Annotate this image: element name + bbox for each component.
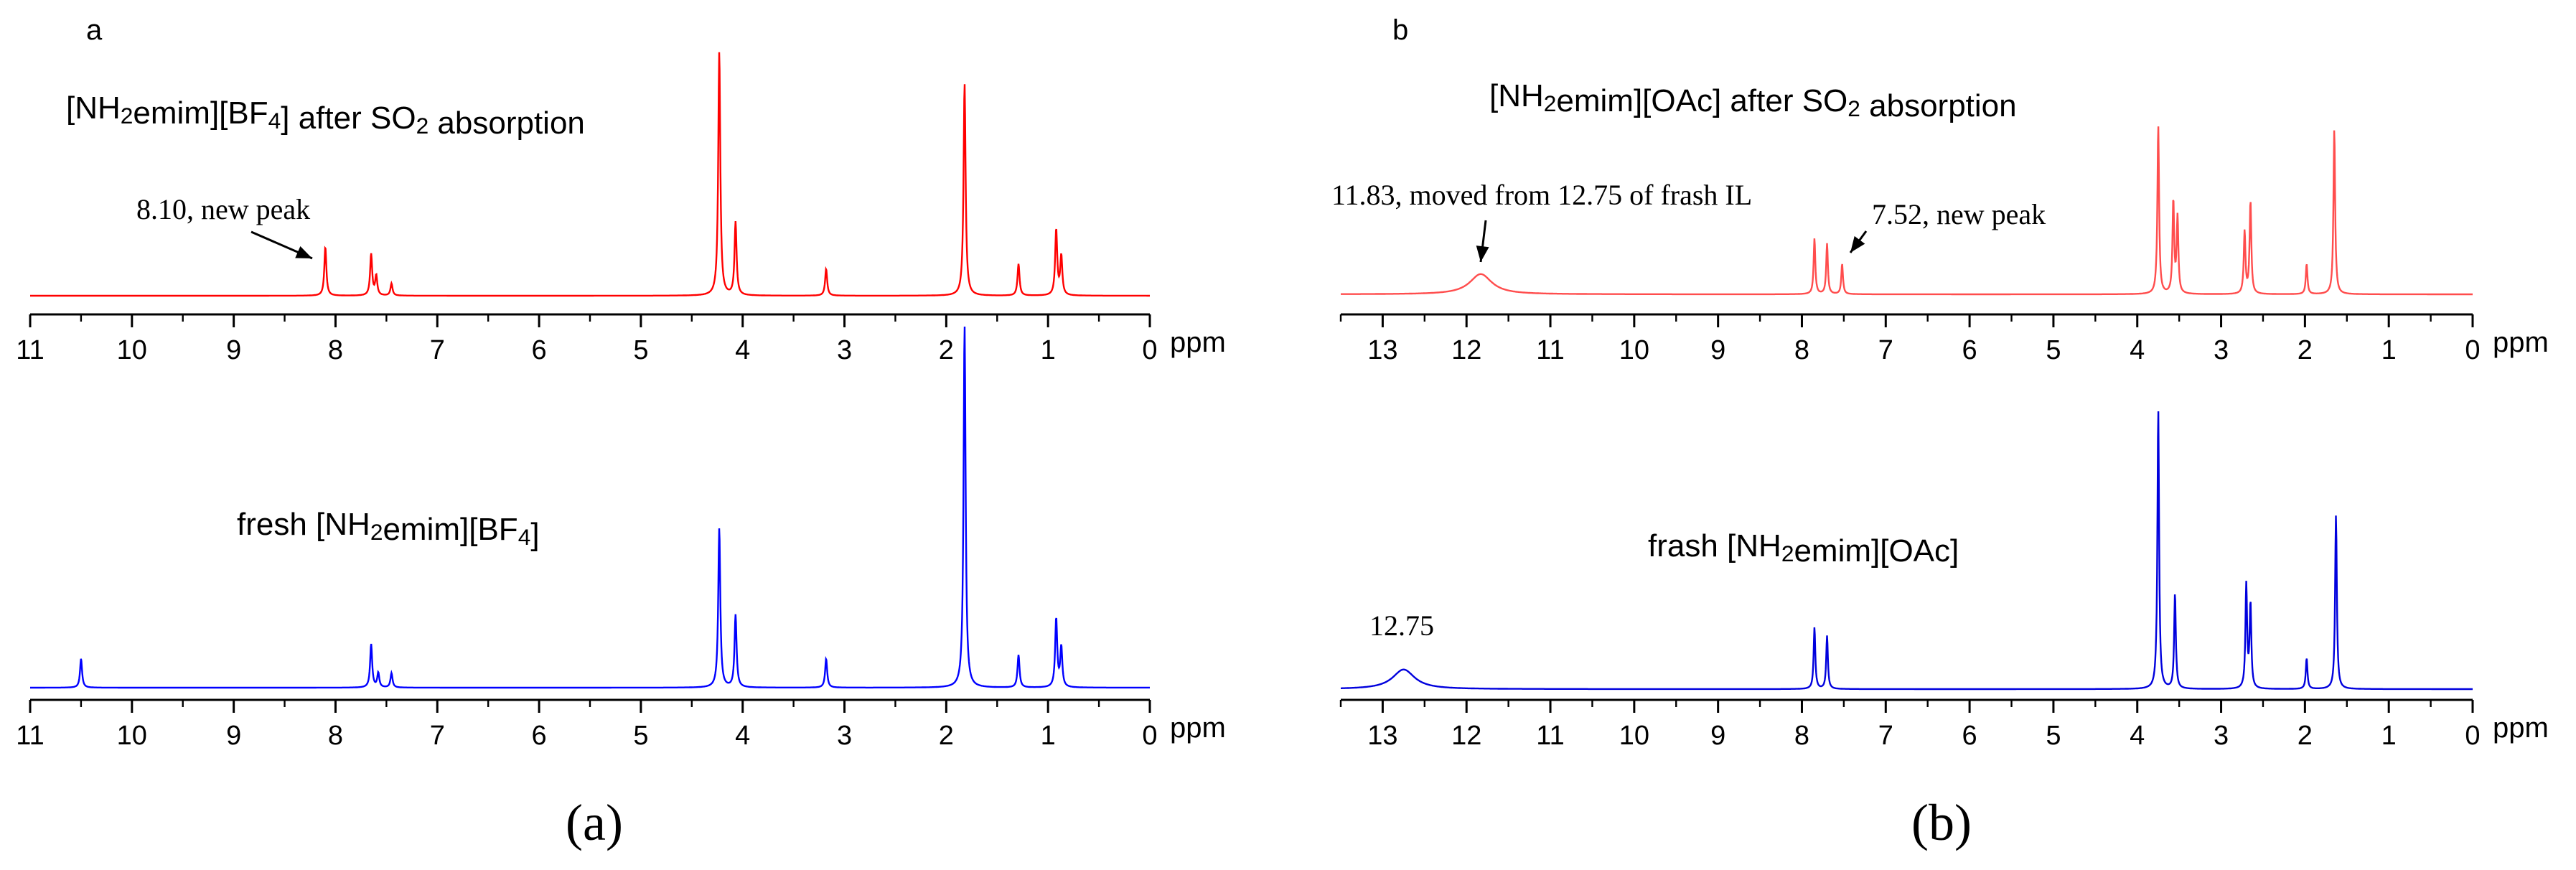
caption-b: (b)	[1911, 794, 1972, 851]
annotation-text: 7.52, new peak	[1872, 198, 2046, 230]
annotation-arrowhead	[1850, 235, 1865, 253]
x-tick-label: 6	[1962, 721, 1977, 751]
x-tick-label: 1	[1041, 335, 1056, 365]
x-axis-label: ppm	[1170, 327, 1226, 358]
annotation-text: 8.10, new peak	[136, 193, 310, 225]
x-tick-label: 5	[633, 721, 648, 751]
x-tick-label: 0	[2465, 335, 2480, 365]
x-tick-label: 11	[1536, 335, 1564, 365]
x-tick-label: 8	[1794, 721, 1809, 751]
x-tick-label: 4	[735, 721, 750, 751]
x-tick-label: 4	[2130, 721, 2145, 751]
annotation-text: 11.83, moved from 12.75 of frash IL	[1331, 179, 1752, 211]
x-tick-label: 10	[1619, 335, 1649, 365]
x-tick-label: 11	[1536, 721, 1564, 751]
panel-label: b	[1392, 14, 1408, 46]
x-tick-label: 9	[226, 335, 241, 365]
x-tick-label: 1	[1041, 721, 1056, 751]
x-tick-label: 10	[1619, 721, 1649, 751]
spectrum-trace	[1341, 411, 2473, 691]
trace-title: frash [NH2emim][OAc]	[1648, 528, 1959, 569]
x-tick-label: 9	[1710, 721, 1725, 751]
x-tick-label: 0	[2465, 721, 2480, 751]
x-tick-label: 13	[1367, 335, 1397, 365]
x-axis-label: ppm	[2493, 327, 2549, 358]
x-axis-label: ppm	[2493, 712, 2549, 744]
annotation-arrowhead	[295, 245, 312, 258]
x-tick-label: 6	[532, 335, 547, 365]
x-tick-label: 1	[2381, 335, 2397, 365]
x-tick-label: 5	[2046, 721, 2061, 751]
x-tick-label: 0	[1142, 721, 1157, 751]
x-tick-label: 4	[2130, 335, 2145, 365]
spectrum-trace	[30, 326, 1150, 689]
caption-a: (a)	[566, 794, 623, 851]
x-tick-label: 12	[1451, 335, 1481, 365]
x-tick-label: 9	[1710, 335, 1725, 365]
chart-panel-4: frash [NH2emim][OAc]13 12 11 10 9 8 7 6 5 4 3 2 1 0 pp…	[1339, 411, 2549, 751]
x-tick-label: 11	[16, 721, 44, 751]
x-tick-label: 3	[2214, 335, 2229, 365]
x-tick-label: 13	[1367, 721, 1397, 751]
x-tick-label: 8	[328, 721, 343, 751]
trace-title: [NH2emim][OAc] after SO2 absorption	[1489, 78, 2017, 123]
x-tick-label: 5	[633, 335, 648, 365]
x-tick-label: 5	[2046, 335, 2061, 365]
x-tick-label: 2	[2298, 335, 2313, 365]
x-tick-label: 10	[117, 721, 147, 751]
spectrum-trace	[1341, 126, 2473, 296]
x-tick-label: 3	[837, 335, 852, 365]
x-tick-label: 11	[16, 335, 44, 365]
annotation-text: 12.75	[1369, 609, 1434, 642]
x-tick-label: 7	[430, 721, 445, 751]
x-tick-label: 4	[735, 335, 750, 365]
trace-title: [NH2emim][BF4] after SO2 absorption	[66, 90, 585, 141]
x-tick-label: 2	[939, 335, 954, 365]
x-tick-label: 8	[328, 335, 343, 365]
trace-title: fresh [NH2emim][BF4]	[237, 507, 540, 552]
x-tick-label: 2	[2298, 721, 2313, 751]
x-tick-label: 0	[1142, 335, 1157, 365]
x-tick-label: 7	[1878, 721, 1893, 751]
x-tick-label: 12	[1451, 721, 1481, 751]
x-tick-label: 7	[430, 335, 445, 365]
x-tick-label: 7	[1878, 335, 1893, 365]
x-tick-label: 6	[532, 721, 547, 751]
x-tick-label: 6	[1962, 335, 1977, 365]
x-axis-label: ppm	[1170, 712, 1226, 744]
panel-label: a	[86, 14, 103, 46]
x-tick-label: 3	[2214, 721, 2229, 751]
annotation-arrowhead	[1476, 245, 1489, 262]
x-tick-label: 10	[117, 335, 147, 365]
chart-panel-2: fresh [NH2emim][BF4]11 10 9 8 7 6 5 4 3 2 1 0 ppm	[16, 326, 1226, 751]
x-tick-label: 9	[226, 721, 241, 751]
x-tick-label: 1	[2381, 721, 2397, 751]
x-tick-label: 8	[1794, 335, 1809, 365]
x-tick-label: 3	[837, 721, 852, 751]
spectrum-trace	[30, 52, 1150, 297]
x-tick-label: 2	[939, 721, 954, 751]
